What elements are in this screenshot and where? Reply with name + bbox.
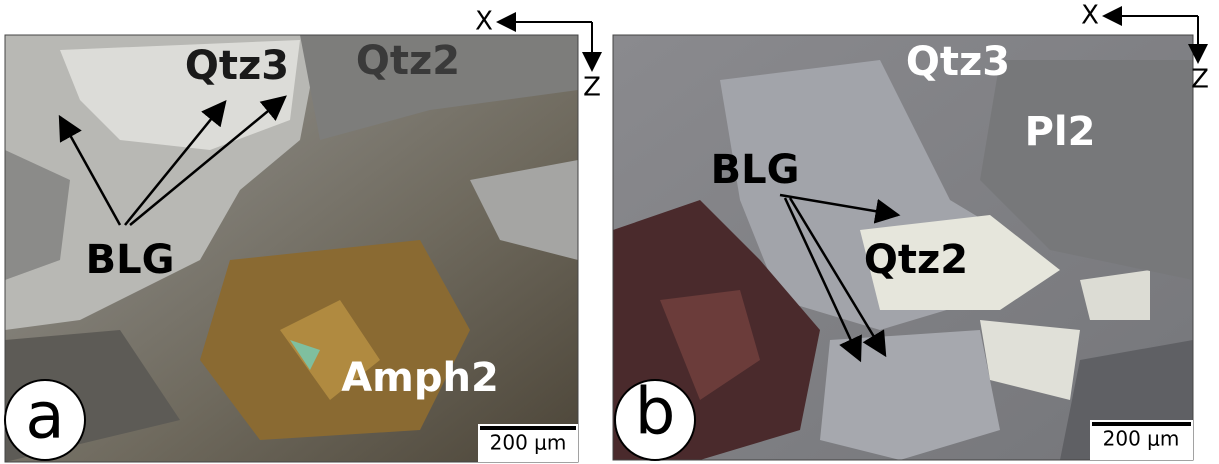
- annotation: Qtz2: [356, 38, 460, 84]
- axis-z: Z: [583, 73, 601, 103]
- annotation: Amph2: [341, 355, 499, 401]
- annotation: Qtz3: [906, 39, 1010, 85]
- scale-label: 200 μm: [1103, 427, 1180, 451]
- axis-x: X: [475, 7, 493, 37]
- annotation: Qtz2: [864, 237, 968, 283]
- panel-label: a: [25, 380, 64, 454]
- panel-label: b: [635, 376, 676, 450]
- annotation: BLG: [86, 237, 175, 283]
- axis-x: X: [1081, 1, 1099, 31]
- annotation: Pl2: [1025, 109, 1096, 155]
- axis-z: Z: [1191, 65, 1209, 95]
- annotation: BLG: [711, 147, 800, 193]
- figure: X Z X Z Qtz3 Qtz2 BLG Amph2 Qtz3 Pl2 BLG…: [0, 0, 1219, 464]
- annotation: Qtz3: [185, 43, 289, 89]
- scale-label: 200 μm: [490, 431, 567, 455]
